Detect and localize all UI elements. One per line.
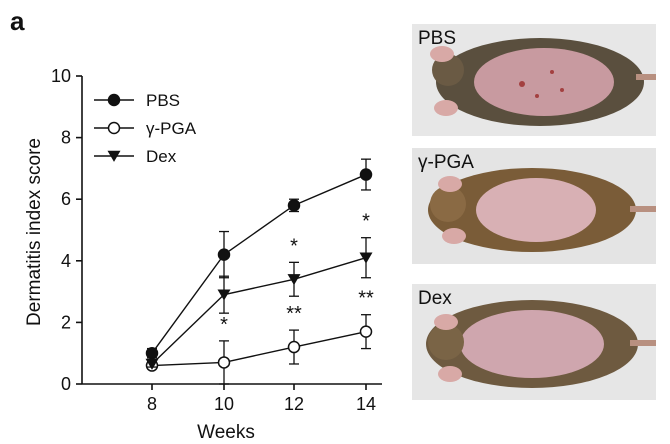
x-tick-label: 8: [147, 394, 157, 414]
data-point: [217, 289, 231, 301]
photo-pga-mouse: γ-PGA: [412, 148, 656, 264]
legend-label: PBS: [146, 91, 180, 110]
x-tick-label: 12: [284, 394, 304, 414]
y-tick-label: 0: [61, 374, 71, 394]
x-tick-label: 10: [214, 394, 234, 414]
significance-marker: **: [286, 303, 302, 325]
legend-marker: [107, 93, 121, 107]
significance-marker: **: [358, 288, 374, 310]
significance-marker: *: [290, 235, 298, 257]
data-point: [217, 356, 231, 369]
photo-label-pga: γ-PGA: [418, 152, 474, 173]
data-point: [145, 358, 159, 370]
y-tick-label: 4: [61, 251, 71, 271]
data-point: [145, 346, 159, 360]
y-axis-label: Dermatitis index score: [24, 138, 45, 326]
data-point: [359, 168, 373, 181]
series-line: [151, 257, 367, 365]
series-line: [151, 173, 367, 354]
mouse-photo-icon: [412, 148, 656, 264]
data-point: [359, 252, 373, 264]
panel-label: a: [10, 6, 25, 36]
significance-marker: *: [362, 211, 370, 233]
legend-marker: [107, 121, 121, 135]
data-point: [217, 248, 231, 261]
data-point: [287, 274, 301, 286]
data-point: [359, 325, 373, 338]
photo-label-dex: Dex: [418, 288, 452, 309]
line-chart: 0 2 4 6 8 10 8 10 12 14 Weeks Dermatitis index scor…: [24, 66, 382, 443]
photo-label-pbs: PBS: [418, 28, 457, 49]
y-tick-label: 6: [61, 189, 71, 209]
data-point: [287, 199, 301, 212]
y-tick-label: 10: [51, 66, 71, 86]
legend-label: γ-PGA: [146, 119, 197, 138]
x-tick-label: 14: [356, 394, 376, 414]
legend-label: Dex: [146, 147, 177, 166]
x-axis-label: Weeks: [197, 422, 255, 443]
series-line: [151, 330, 367, 367]
data-point: [287, 340, 301, 354]
significance-marker: *: [220, 314, 228, 336]
mouse-photo-icon: [412, 24, 656, 136]
mouse-photo-icon: [412, 284, 656, 400]
photo-pbs-mouse: PBS: [412, 24, 656, 136]
y-tick-label: 8: [61, 128, 71, 148]
legend-marker: [107, 150, 121, 162]
y-tick-label: 2: [61, 312, 71, 332]
photo-dex-mouse: Dex: [412, 284, 656, 400]
